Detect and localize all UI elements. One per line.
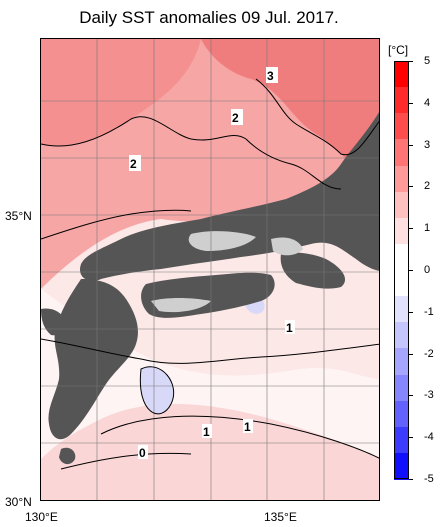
contour-label-bg [266, 67, 278, 83]
colorbar-tick [409, 61, 413, 62]
contour-label-1a: 1 [286, 321, 293, 335]
colorbar-tick-label: -3 [424, 389, 434, 402]
anomaly-region-3 [201, 39, 379, 188]
colorbar-tick-label: -2 [424, 347, 434, 360]
kii-peninsula-landmass [280, 252, 346, 289]
colorbar-tick [409, 437, 413, 439]
colorbar-tick-label: -4 [424, 431, 434, 444]
lat-label-35n: 35°N [5, 209, 32, 223]
lon-label-135e: 135°E [264, 510, 297, 524]
lon-label-130e: 130°E [25, 510, 58, 524]
colorbar-tick [409, 270, 413, 271]
colorbar-tick [409, 144, 413, 146]
colorbar-tick-label: 0 [424, 264, 431, 276]
contour-label-2b: 2 [130, 157, 137, 171]
contour-label-1b: 1 [203, 425, 210, 439]
colorbar-tick [409, 353, 413, 355]
small-island-landmass [59, 447, 76, 465]
colorbar-segment [394, 296, 409, 323]
contour-label-bg [138, 445, 148, 459]
anomaly-region-1 [41, 404, 379, 500]
colorbar-segment [394, 270, 409, 297]
island-landmass [41, 308, 67, 336]
contour-label-bg [285, 320, 295, 334]
sst-map: 3 2 2 1 1 1 0 [40, 38, 380, 501]
colorbar-segment [394, 217, 409, 245]
contour-label-group: 3 2 2 1 1 1 0 [129, 67, 295, 460]
anomaly-region-2-west [41, 39, 201, 146]
graticule [41, 39, 379, 500]
colorbar-tick [409, 311, 413, 313]
colorbar-tick [409, 228, 413, 230]
honshu-landmass [80, 112, 379, 281]
colorbar-segment [394, 348, 409, 375]
colorbar-segment [394, 61, 409, 88]
lat-label-30n: 30°N [5, 495, 32, 509]
colorbar-segment [394, 452, 409, 480]
colorbar-tick [409, 479, 413, 480]
sst-map-canvas: 3 2 2 1 1 1 0 [41, 39, 379, 500]
osaka-bay [271, 237, 303, 256]
contour-label-bg [202, 424, 212, 438]
colorbar-tick-label: 1 [424, 222, 431, 235]
colorbar-frame [394, 61, 409, 479]
contour-label-1c: 1 [244, 420, 251, 434]
kyushu-landmass [48, 279, 138, 440]
colorbar-segment [394, 113, 409, 140]
contour-label-bg [231, 109, 243, 125]
contour-label-2a: 2 [232, 111, 239, 125]
colorbar-segment [394, 243, 409, 271]
contour-label-3: 3 [267, 69, 274, 83]
colorbar-segment [394, 139, 409, 166]
contour-label-bg [129, 155, 141, 171]
inland-sea-west [151, 298, 211, 313]
colorbar-tick-label: 3 [424, 138, 431, 151]
colorbar-segment [394, 374, 409, 402]
colorbar-unit: [°C] [388, 43, 409, 57]
anomaly-region-cool [140, 366, 174, 414]
contour-label-0: 0 [139, 446, 146, 460]
colorbar-tick-label: 2 [424, 180, 431, 193]
contour-label-bg [243, 419, 253, 433]
colorbar-tick-label: -1 [424, 305, 434, 318]
colorbar-tick-label: 5 [424, 55, 431, 67]
colorbar-tick-label: -5 [424, 473, 434, 485]
colorbar-tick [409, 102, 413, 104]
colorbar-segment [394, 165, 409, 193]
colorbar-tick-label: 4 [424, 96, 431, 109]
colorbar-segment [394, 426, 409, 454]
contour-lines [41, 78, 379, 470]
colorbar-segment [394, 87, 409, 114]
map-title: Daily SST anomalies 09 Jul. 2017. [79, 8, 339, 27]
colorbar-tick [409, 395, 413, 397]
colorbar-segment [394, 191, 409, 219]
colorbar-segment [394, 322, 409, 349]
seto-inland-sea [188, 231, 256, 251]
colorbar-segment [394, 400, 409, 428]
colorbar-tick [409, 186, 413, 188]
